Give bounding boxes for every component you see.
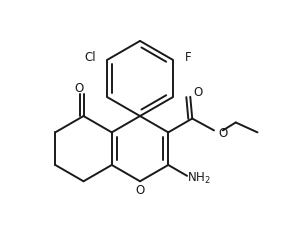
Text: F: F — [185, 51, 192, 64]
Text: NH$_2$: NH$_2$ — [187, 171, 211, 186]
Text: O: O — [218, 127, 227, 140]
Text: O: O — [193, 86, 203, 99]
Text: O: O — [135, 184, 145, 197]
Text: Cl: Cl — [84, 51, 95, 64]
Text: O: O — [74, 82, 83, 95]
